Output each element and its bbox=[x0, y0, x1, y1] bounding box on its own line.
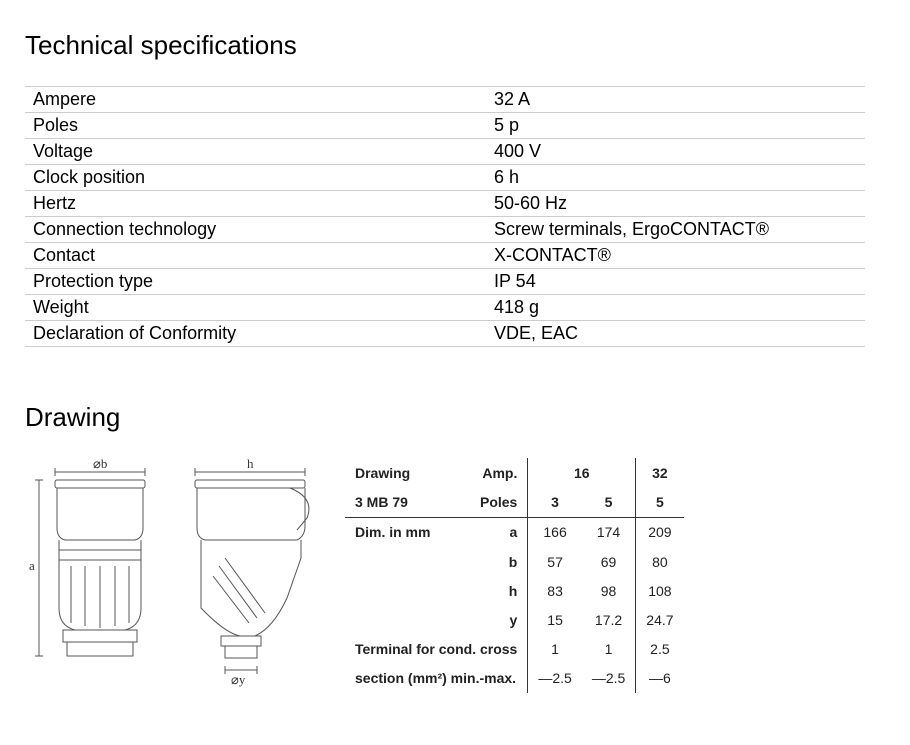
spec-value: 418 g bbox=[486, 295, 865, 321]
spec-value: 32 A bbox=[486, 87, 865, 113]
terminal-label-2: section (mm²) min.-max. bbox=[345, 664, 528, 693]
spec-label: Poles bbox=[25, 113, 486, 139]
specs-title: Technical specifications bbox=[25, 30, 885, 61]
technical-drawing: ⌀b h a ⌀y bbox=[25, 458, 325, 693]
dim-header-amp: Amp. bbox=[459, 458, 528, 487]
spec-label: Weight bbox=[25, 295, 486, 321]
dim-v2: 98 bbox=[582, 576, 636, 605]
terminal-v3: 2.5 bbox=[636, 635, 684, 664]
spec-value: IP 54 bbox=[486, 269, 865, 295]
dim-v3: 108 bbox=[636, 576, 684, 605]
dim-poles-5b: 5 bbox=[636, 487, 684, 517]
dim-sym: h bbox=[459, 576, 528, 605]
section-v3: —6 bbox=[636, 664, 684, 693]
section-v1: —2.5 bbox=[528, 664, 582, 693]
dim-label-y: ⌀y bbox=[231, 672, 246, 687]
dim-label-a: a bbox=[29, 558, 35, 573]
dim-v2: 17.2 bbox=[582, 605, 636, 634]
dim-amp-32: 32 bbox=[636, 458, 684, 487]
dim-poles-3: 3 bbox=[528, 487, 582, 517]
dim-poles-5a: 5 bbox=[582, 487, 636, 517]
dim-amp-16: 16 bbox=[528, 458, 636, 487]
dim-header-drawing: Drawing bbox=[345, 458, 459, 487]
spec-table: Ampere32 APoles5 pVoltage400 VClock posi… bbox=[25, 86, 865, 347]
dim-v3: 209 bbox=[636, 517, 684, 547]
spec-label: Protection type bbox=[25, 269, 486, 295]
dimension-table: Drawing Amp. 16 32 3 MB 79 Poles 3 5 5 D… bbox=[345, 458, 684, 693]
spec-value: Screw terminals, ErgoCONTACT® bbox=[486, 217, 865, 243]
dim-label-b: ⌀b bbox=[93, 458, 107, 471]
drawing-title: Drawing bbox=[25, 402, 885, 433]
dim-v2: 174 bbox=[582, 517, 636, 547]
dim-v3: 24.7 bbox=[636, 605, 684, 634]
spec-value: 50-60 Hz bbox=[486, 191, 865, 217]
spec-label: Contact bbox=[25, 243, 486, 269]
spec-label: Clock position bbox=[25, 165, 486, 191]
terminal-v2: 1 bbox=[582, 635, 636, 664]
section-v2: —2.5 bbox=[582, 664, 636, 693]
spec-label: Voltage bbox=[25, 139, 486, 165]
dim-v1: 166 bbox=[528, 517, 582, 547]
spec-value: X-CONTACT® bbox=[486, 243, 865, 269]
spec-label: Hertz bbox=[25, 191, 486, 217]
dim-in-mm: Dim. in mm bbox=[345, 517, 459, 547]
dim-sym: a bbox=[459, 517, 528, 547]
dim-v1: 15 bbox=[528, 605, 582, 634]
dim-header-poles: Poles bbox=[459, 487, 528, 517]
dim-label-h: h bbox=[247, 458, 254, 471]
dim-sym: b bbox=[459, 547, 528, 576]
dim-v1: 83 bbox=[528, 576, 582, 605]
spec-value: 5 p bbox=[486, 113, 865, 139]
spec-label: Ampere bbox=[25, 87, 486, 113]
terminal-v1: 1 bbox=[528, 635, 582, 664]
spec-value: VDE, EAC bbox=[486, 321, 865, 347]
dim-v3: 80 bbox=[636, 547, 684, 576]
dim-v1: 57 bbox=[528, 547, 582, 576]
drawing-section: Drawing bbox=[25, 402, 885, 693]
spec-label: Connection technology bbox=[25, 217, 486, 243]
dim-v2: 69 bbox=[582, 547, 636, 576]
dim-sym: y bbox=[459, 605, 528, 634]
spec-label: Declaration of Conformity bbox=[25, 321, 486, 347]
dim-header-model: 3 MB 79 bbox=[345, 487, 459, 517]
spec-value: 400 V bbox=[486, 139, 865, 165]
terminal-label-1: Terminal for cond. cross bbox=[345, 635, 528, 664]
spec-value: 6 h bbox=[486, 165, 865, 191]
